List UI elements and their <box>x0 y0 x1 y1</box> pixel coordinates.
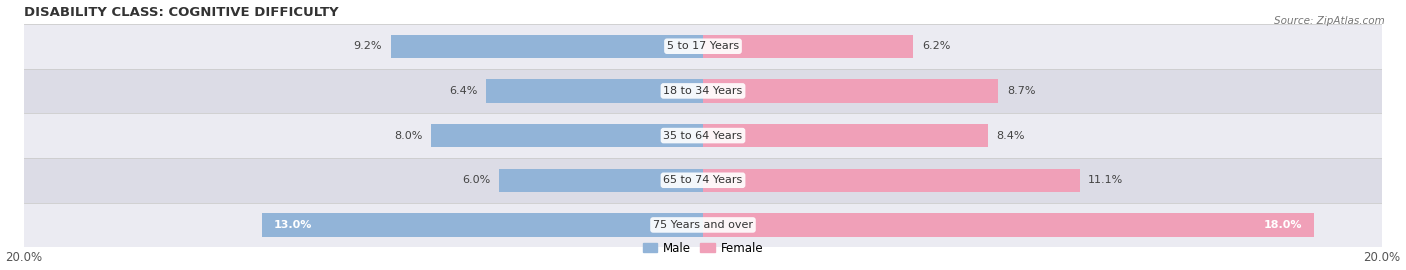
Text: 6.2%: 6.2% <box>922 41 950 51</box>
Text: 35 to 64 Years: 35 to 64 Years <box>664 131 742 141</box>
Bar <box>24 113 1382 158</box>
Text: 8.4%: 8.4% <box>997 131 1025 141</box>
Bar <box>703 169 1080 192</box>
Text: DISABILITY CLASS: COGNITIVE DIFFICULTY: DISABILITY CLASS: COGNITIVE DIFFICULTY <box>24 6 339 19</box>
Bar <box>703 35 914 58</box>
Bar <box>703 79 998 103</box>
Text: 13.0%: 13.0% <box>274 220 312 230</box>
Bar <box>432 124 703 147</box>
Text: 18 to 34 Years: 18 to 34 Years <box>664 86 742 96</box>
Text: 8.0%: 8.0% <box>395 131 423 141</box>
Bar <box>391 35 703 58</box>
Text: 6.0%: 6.0% <box>463 175 491 185</box>
Bar <box>499 169 703 192</box>
Text: Source: ZipAtlas.com: Source: ZipAtlas.com <box>1274 16 1385 26</box>
Bar <box>24 69 1382 113</box>
Text: 9.2%: 9.2% <box>354 41 382 51</box>
Text: 18.0%: 18.0% <box>1264 220 1302 230</box>
Bar <box>24 202 1382 247</box>
Bar <box>485 79 703 103</box>
Bar <box>24 24 1382 69</box>
Bar <box>703 124 988 147</box>
Text: 6.4%: 6.4% <box>449 86 477 96</box>
Bar <box>703 213 1315 237</box>
Bar <box>24 158 1382 202</box>
Text: 8.7%: 8.7% <box>1007 86 1035 96</box>
Text: 75 Years and over: 75 Years and over <box>652 220 754 230</box>
Bar <box>262 213 703 237</box>
Text: 5 to 17 Years: 5 to 17 Years <box>666 41 740 51</box>
Text: 65 to 74 Years: 65 to 74 Years <box>664 175 742 185</box>
Legend: Male, Female: Male, Female <box>638 237 768 259</box>
Text: 11.1%: 11.1% <box>1088 175 1123 185</box>
